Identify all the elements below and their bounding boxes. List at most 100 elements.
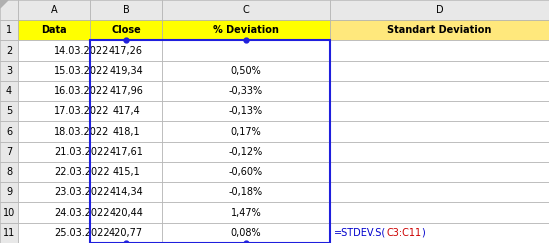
Text: -0,13%: -0,13% <box>229 106 263 116</box>
Polygon shape <box>0 0 8 8</box>
Text: 417,96: 417,96 <box>109 86 143 96</box>
Text: 3: 3 <box>6 66 12 76</box>
Text: ): ) <box>422 228 425 238</box>
Bar <box>90 61 162 81</box>
Text: 420,44: 420,44 <box>109 208 143 218</box>
Bar <box>18 61 90 81</box>
Text: 24.03.2022: 24.03.2022 <box>54 208 109 218</box>
Bar <box>162 20 330 41</box>
Text: 0,08%: 0,08% <box>231 228 261 238</box>
Bar <box>90 223 162 243</box>
Text: 2: 2 <box>6 46 12 56</box>
Text: C: C <box>243 5 249 15</box>
Bar <box>0 202 18 223</box>
Bar <box>0 223 18 243</box>
Bar <box>18 182 90 202</box>
Bar <box>330 223 549 243</box>
Text: % Deviation: % Deviation <box>213 25 279 35</box>
Bar <box>330 61 549 81</box>
Text: 0,50%: 0,50% <box>231 66 261 76</box>
Text: 6: 6 <box>6 127 12 137</box>
Bar <box>18 20 90 41</box>
Text: 17.03.2022: 17.03.2022 <box>54 106 109 116</box>
Bar <box>18 81 90 101</box>
Text: D: D <box>436 5 443 15</box>
Bar <box>162 223 330 243</box>
Bar <box>90 202 162 223</box>
Text: -0,18%: -0,18% <box>229 187 263 197</box>
Bar <box>90 41 162 61</box>
Bar <box>0 142 18 162</box>
Bar <box>162 182 330 202</box>
Bar <box>0 101 18 122</box>
Text: 15.03.2022: 15.03.2022 <box>54 66 109 76</box>
Text: A: A <box>51 5 57 15</box>
Text: 1: 1 <box>6 25 12 35</box>
Bar <box>330 122 549 142</box>
Text: C3:C11: C3:C11 <box>386 228 422 238</box>
Text: -0,60%: -0,60% <box>229 167 263 177</box>
Text: 414,34: 414,34 <box>109 187 143 197</box>
Text: 7: 7 <box>6 147 12 157</box>
Bar <box>18 41 90 61</box>
Text: 25.03.2022: 25.03.2022 <box>54 228 110 238</box>
Bar <box>330 41 549 61</box>
Text: 419,34: 419,34 <box>109 66 143 76</box>
Bar <box>18 223 90 243</box>
Bar <box>0 0 18 20</box>
Bar <box>330 162 549 182</box>
Bar <box>18 142 90 162</box>
Bar <box>330 0 549 20</box>
Text: 418,1: 418,1 <box>112 127 140 137</box>
Text: Standart Deviation: Standart Deviation <box>387 25 492 35</box>
Bar <box>0 182 18 202</box>
Text: Close: Close <box>111 25 141 35</box>
Bar <box>18 101 90 122</box>
Text: 4: 4 <box>6 86 12 96</box>
Bar <box>0 20 18 41</box>
Bar <box>90 41 330 243</box>
Bar <box>18 122 90 142</box>
Text: 21.03.2022: 21.03.2022 <box>54 147 109 157</box>
Text: 1,47%: 1,47% <box>231 208 261 218</box>
Bar <box>90 122 162 142</box>
Bar <box>90 81 162 101</box>
Bar <box>0 162 18 182</box>
Text: 14.03.2022: 14.03.2022 <box>54 46 109 56</box>
Bar <box>330 202 549 223</box>
Bar <box>18 202 90 223</box>
Text: 22.03.2022: 22.03.2022 <box>54 167 110 177</box>
Bar <box>0 61 18 81</box>
Bar <box>330 101 549 122</box>
Bar <box>162 101 330 122</box>
Bar <box>0 41 18 61</box>
Text: -0,12%: -0,12% <box>229 147 263 157</box>
Bar <box>18 162 90 182</box>
Text: 417,26: 417,26 <box>109 46 143 56</box>
Text: 9: 9 <box>6 187 12 197</box>
Text: 10: 10 <box>3 208 15 218</box>
Bar <box>162 41 330 61</box>
Bar <box>90 182 162 202</box>
Bar <box>330 142 549 162</box>
Bar <box>90 162 162 182</box>
Text: 415,1: 415,1 <box>112 167 140 177</box>
Text: 16.03.2022: 16.03.2022 <box>54 86 109 96</box>
Bar <box>0 122 18 142</box>
Text: 8: 8 <box>6 167 12 177</box>
Bar <box>162 122 330 142</box>
Bar <box>330 20 549 41</box>
Text: B: B <box>122 5 130 15</box>
Text: 417,4: 417,4 <box>112 106 140 116</box>
Text: 417,61: 417,61 <box>109 147 143 157</box>
Bar <box>0 81 18 101</box>
Bar <box>90 0 162 20</box>
Bar <box>90 142 162 162</box>
Bar <box>162 61 330 81</box>
Bar <box>162 81 330 101</box>
Bar <box>162 0 330 20</box>
Text: Data: Data <box>41 25 67 35</box>
Text: 0,17%: 0,17% <box>231 127 261 137</box>
Text: =STDEV.S(: =STDEV.S( <box>334 228 386 238</box>
Bar <box>162 202 330 223</box>
